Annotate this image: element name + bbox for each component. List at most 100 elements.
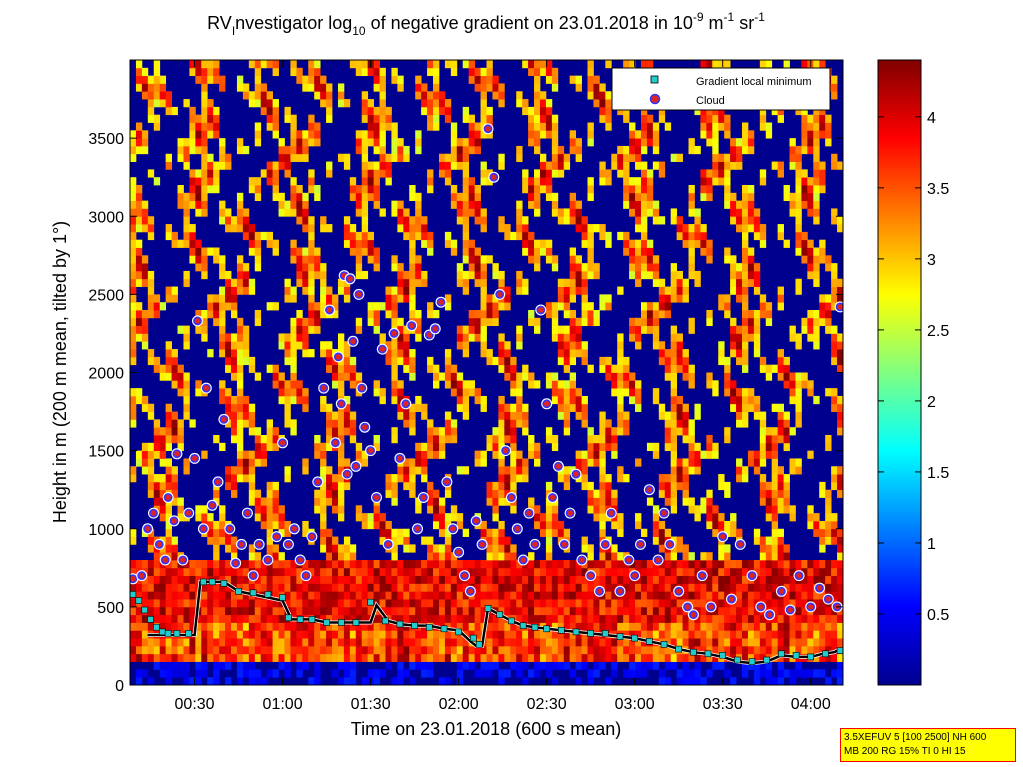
heatmap-cell [747,247,755,256]
heatmap-cell [165,622,172,631]
heatmap-cell [320,458,327,467]
heatmap-cell [575,458,582,467]
heatmap-cell [635,380,642,389]
heatmap-cell [391,474,398,483]
heatmap-cell [813,263,820,272]
heatmap-cell [617,349,624,358]
heatmap-cell [177,661,184,670]
heatmap-cell [355,185,363,194]
heatmap-cell [474,145,481,155]
heatmap-cell [171,575,178,584]
heatmap-cell [741,231,749,241]
heatmap-cell [563,606,571,616]
heatmap-cell [771,489,779,498]
heatmap-cell [450,145,458,155]
heatmap-cell [551,395,559,405]
heatmap-cell [635,239,642,248]
heatmap-cell [581,645,588,655]
heatmap-cell [462,60,470,69]
heatmap-cell [427,302,434,311]
heatmap-cell [712,575,719,584]
heatmap-cell [207,247,214,256]
heatmap-cell [837,544,843,553]
heatmap-cell [391,575,398,584]
heatmap-cell [219,575,226,584]
heatmap-cell [361,192,369,202]
heatmap-cell [629,380,636,389]
heatmap-cell [534,614,541,623]
heatmap-cell [171,435,178,444]
heatmap-cell [623,669,630,678]
heatmap-cell [759,661,767,670]
heatmap-cell [219,513,226,522]
heatmap-cell [337,630,345,639]
heatmap-cell [652,341,660,350]
heatmap-cell [759,177,767,186]
heatmap-cell [563,153,571,162]
heatmap-cell [706,513,713,522]
heatmap-cell [819,489,826,498]
heatmap-cell [528,122,535,131]
heatmap-cell [165,536,172,545]
heatmap-cell [135,60,143,69]
heatmap-cell [141,310,149,319]
heatmap-cell [724,614,731,623]
heatmap-cell [747,583,755,592]
heatmap-cell [807,645,814,655]
heatmap-cell [231,474,238,483]
heatmap-cell [658,356,666,366]
heatmap-cell [373,325,380,334]
heatmap-cell [159,622,167,631]
heatmap-cell [688,505,695,514]
heatmap-cell [718,356,725,366]
heatmap-cell [332,489,339,498]
heatmap-cell [444,239,452,248]
heatmap-cell [664,591,672,600]
heatmap-cell [575,606,582,616]
heatmap-cell [141,200,149,209]
heatmap-cell [640,317,648,327]
heatmap-cell [373,388,380,397]
heatmap-cell [510,630,517,639]
heatmap-cell [248,403,256,412]
heatmap-cell [724,185,731,194]
heatmap-cell [337,427,345,436]
heatmap-cell [528,60,535,69]
heatmap-cell [379,208,386,217]
heatmap-cell [231,341,238,350]
heatmap-cell [611,653,618,662]
heatmap-cell [373,302,380,311]
heatmap-cell [474,310,481,319]
heatmap-cell [337,614,345,623]
heatmap-cell [545,60,553,69]
heatmap-cell [403,591,410,600]
heatmap-cell [272,630,279,639]
heatmap-cell [135,224,143,233]
heatmap-cell [248,99,256,108]
heatmap-cell [444,513,452,522]
heatmap-cell [831,630,838,639]
heatmap-cell [575,286,582,295]
heatmap-cell [688,630,695,639]
heatmap-cell [141,278,149,287]
heatmap-cell [712,606,719,616]
heatmap-cell [670,325,678,334]
heatmap-cell [302,145,309,155]
heatmap-cell [688,185,695,194]
heatmap-cell [492,505,499,514]
heatmap-cell [498,450,505,459]
heatmap-cell [563,161,571,170]
heatmap-cell [783,583,790,592]
heatmap-cell [225,356,232,366]
heatmap-cell [284,528,291,537]
heatmap-cell [236,403,244,412]
heatmap-cell [415,583,422,592]
heatmap-cell [807,239,814,248]
heatmap-cell [361,606,369,616]
heatmap-cell [599,114,606,123]
heatmap-cell [522,60,529,69]
heatmap-cell [528,653,535,662]
heatmap-cell [409,349,416,358]
heatmap-cell [189,200,196,209]
heatmap-cell [438,497,446,506]
